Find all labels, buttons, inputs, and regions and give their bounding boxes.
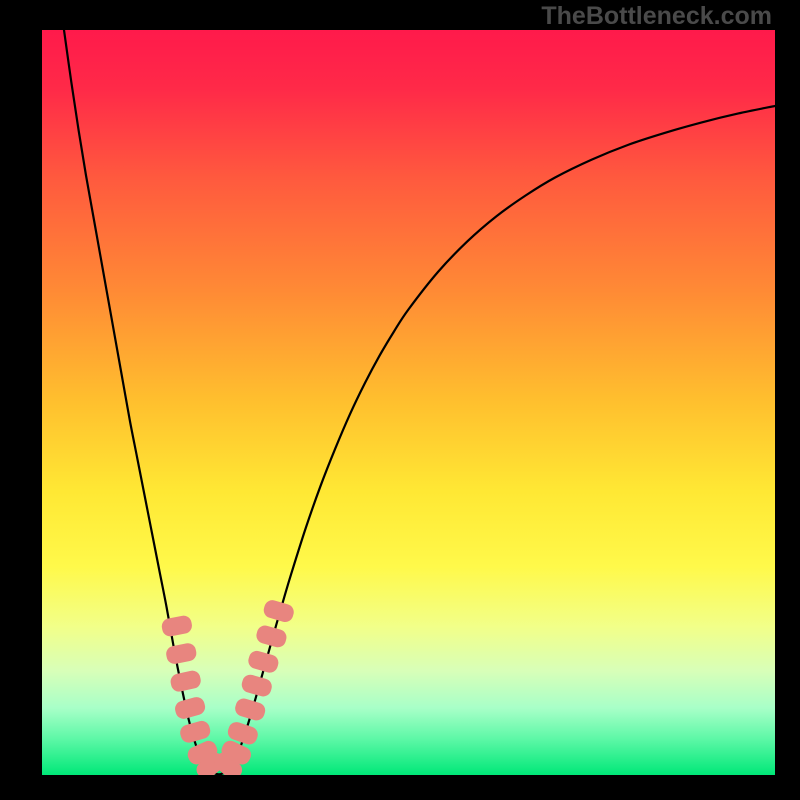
curve-marker [240, 673, 274, 698]
curve-marker [255, 624, 289, 649]
watermark-text: TheBottleneck.com [541, 2, 772, 31]
curve-marker [173, 695, 207, 720]
curve-marker [169, 669, 202, 693]
curve-marker [246, 649, 280, 674]
curve-marker [165, 642, 198, 665]
curve-marker [160, 614, 193, 637]
curve-marker [178, 719, 212, 744]
curve-marker [262, 598, 296, 624]
chart-root: TheBottleneck.com [0, 0, 800, 800]
curve-layer [0, 0, 800, 800]
curve-marker [233, 697, 267, 723]
